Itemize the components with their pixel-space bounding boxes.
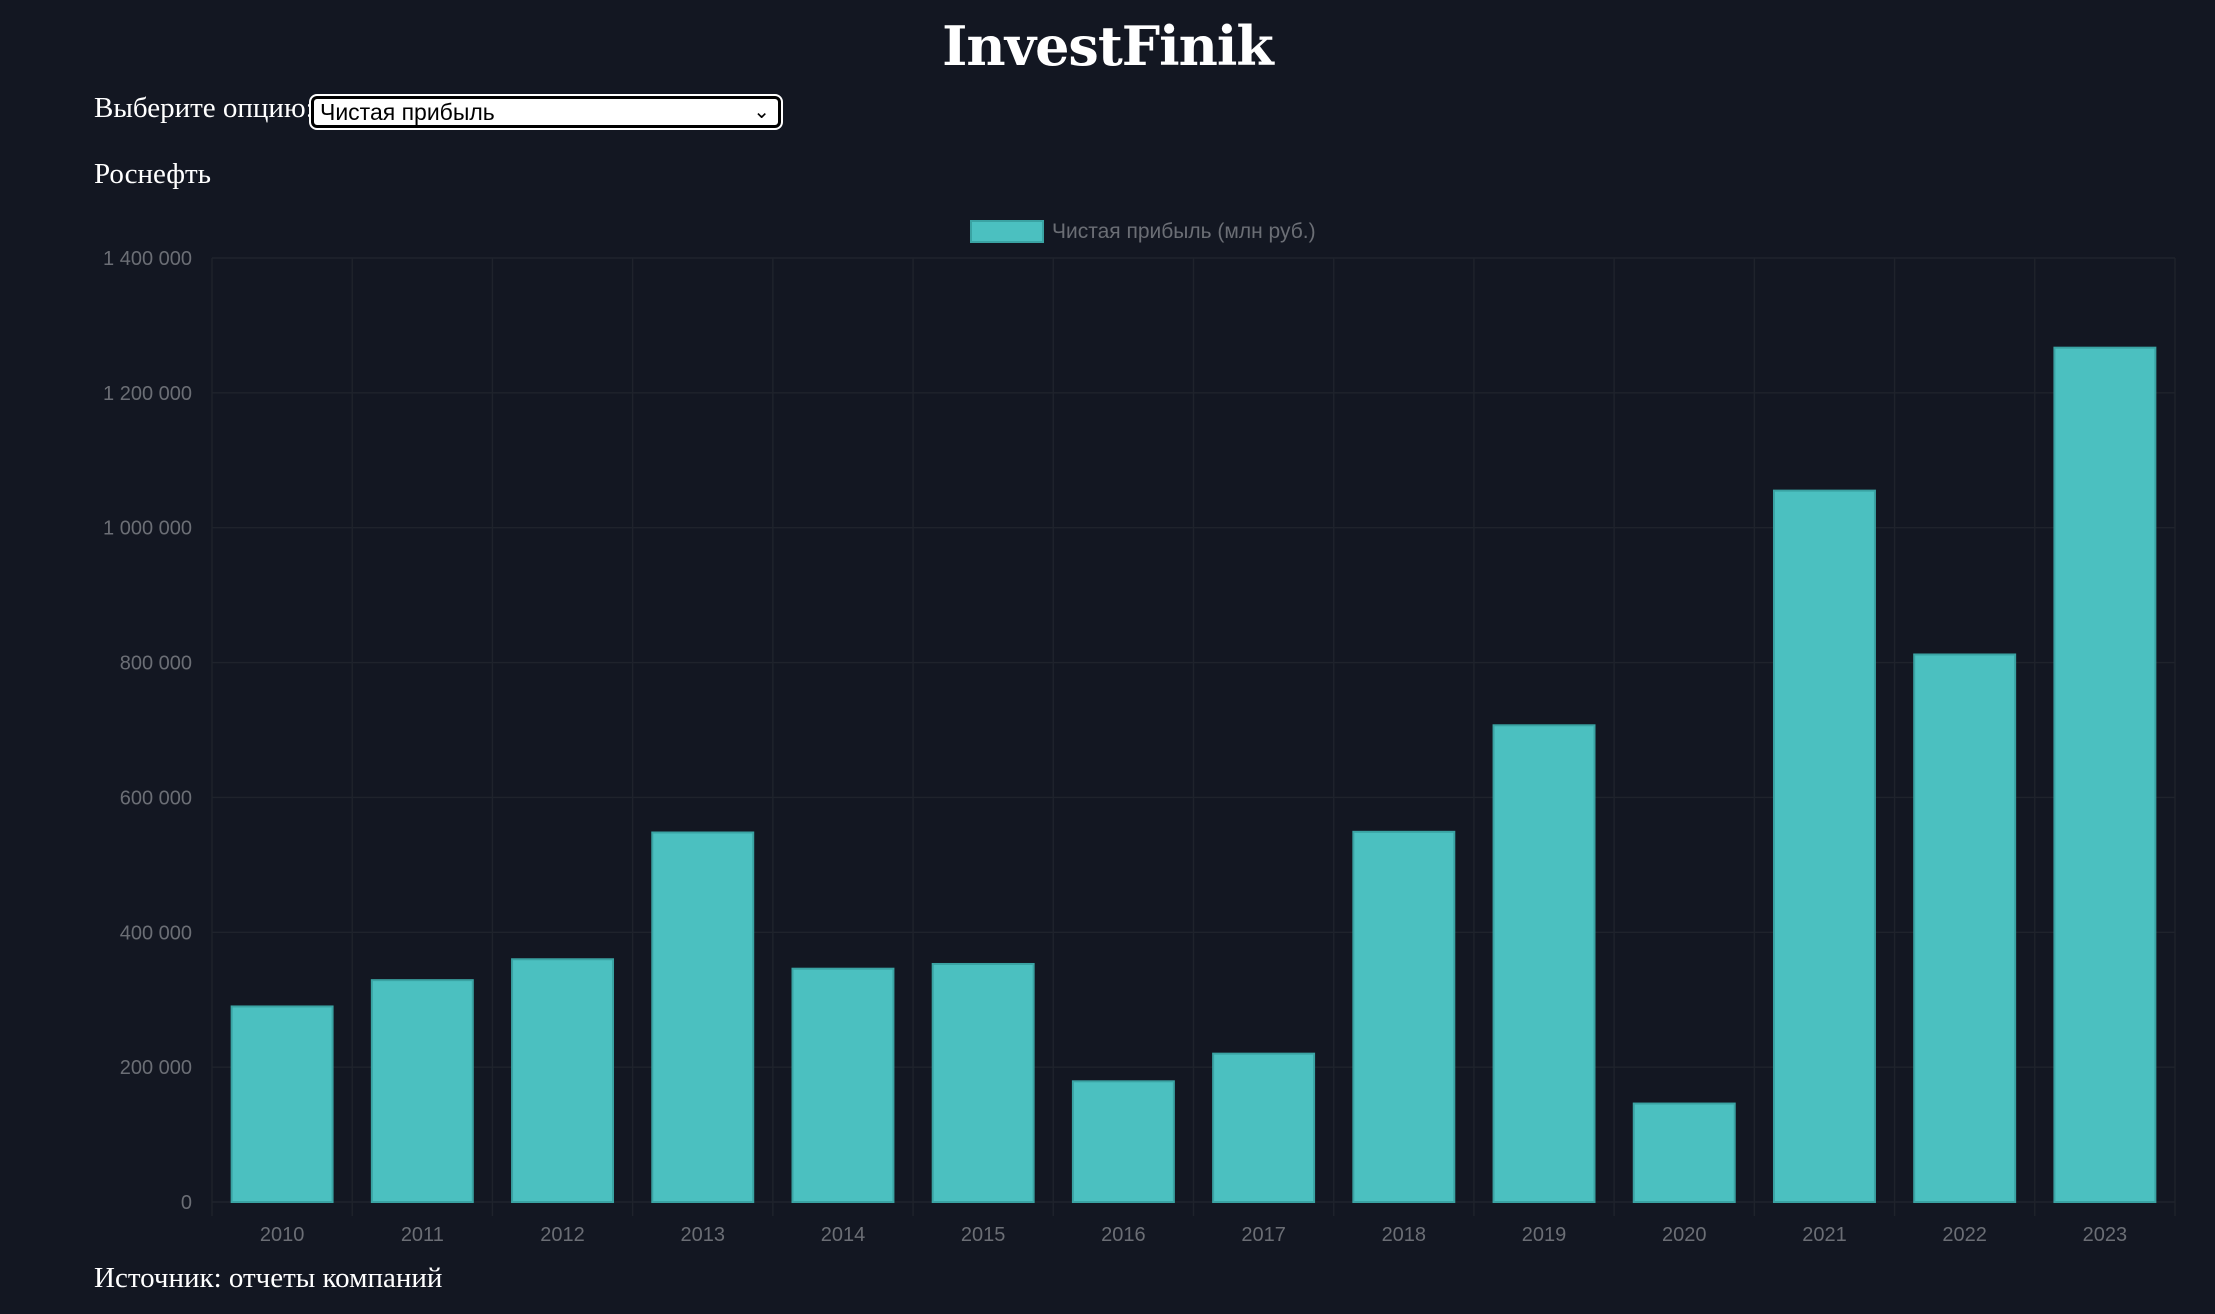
legend-swatch bbox=[970, 220, 1044, 243]
company-name: Роснефть bbox=[94, 158, 211, 190]
bar-2012 bbox=[511, 958, 615, 1203]
bar-2022 bbox=[1913, 653, 2017, 1203]
bar-2014 bbox=[791, 967, 895, 1203]
y-tick-label: 800 000 bbox=[120, 653, 192, 675]
y-tick-label: 1 400 000 bbox=[103, 248, 192, 270]
bar-2019 bbox=[1492, 724, 1596, 1204]
metric-select[interactable]: Чистая прибыль ⌄ bbox=[309, 94, 783, 130]
x-tick-label: 2015 bbox=[961, 1224, 1006, 1246]
bar-chart: 0 200 000 400 000 600 000 800 000 1 000 000 1 … bbox=[103, 220, 2176, 1246]
metric-select-value: Чистая прибыль bbox=[320, 99, 495, 125]
bar-2021 bbox=[1772, 489, 1876, 1203]
bar-2015 bbox=[931, 962, 1035, 1204]
bar-2016 bbox=[1071, 1080, 1175, 1203]
x-tick-label: 2019 bbox=[1522, 1224, 1567, 1246]
x-tick-label: 2017 bbox=[1241, 1224, 1286, 1246]
x-tick-label: 2014 bbox=[821, 1224, 866, 1246]
chevron-down-icon: ⌄ bbox=[753, 101, 770, 123]
bar-2018 bbox=[1352, 830, 1456, 1203]
x-tick-label: 2022 bbox=[1942, 1224, 1987, 1246]
x-tick-label: 2023 bbox=[2083, 1224, 2128, 1246]
x-tick-label: 2016 bbox=[1101, 1224, 1146, 1246]
x-tick-label: 2018 bbox=[1382, 1224, 1427, 1246]
x-tick-label: 2021 bbox=[1802, 1224, 1847, 1246]
x-tick-label: 2013 bbox=[681, 1224, 726, 1246]
x-tick-label: 2012 bbox=[540, 1224, 585, 1246]
site-title: InvestFinik bbox=[942, 14, 1274, 78]
y-tick-label: 200 000 bbox=[120, 1057, 192, 1079]
x-tick-label: 2010 bbox=[260, 1224, 305, 1246]
bar-2023 bbox=[2053, 346, 2157, 1203]
y-tick-label: 1 000 000 bbox=[103, 518, 192, 540]
option-label: Выберите опцию: bbox=[94, 92, 314, 124]
y-tick-label: 1 200 000 bbox=[103, 383, 192, 405]
y-tick-label: 600 000 bbox=[120, 787, 192, 809]
x-tick-label: 2020 bbox=[1662, 1224, 1707, 1246]
source-note: Источник: отчеты компаний bbox=[94, 1262, 443, 1294]
x-tick-label: 2011 bbox=[401, 1224, 444, 1246]
bar-2017 bbox=[1212, 1052, 1316, 1203]
bar-2011 bbox=[370, 979, 474, 1203]
bar-2013 bbox=[651, 831, 755, 1204]
y-tick-label: 0 bbox=[181, 1192, 192, 1214]
legend-label: Чистая прибыль (млн руб.) bbox=[1052, 220, 1316, 243]
bar-2010 bbox=[230, 1005, 334, 1204]
bar-2020 bbox=[1632, 1102, 1736, 1204]
y-tick-label: 400 000 bbox=[120, 922, 192, 944]
